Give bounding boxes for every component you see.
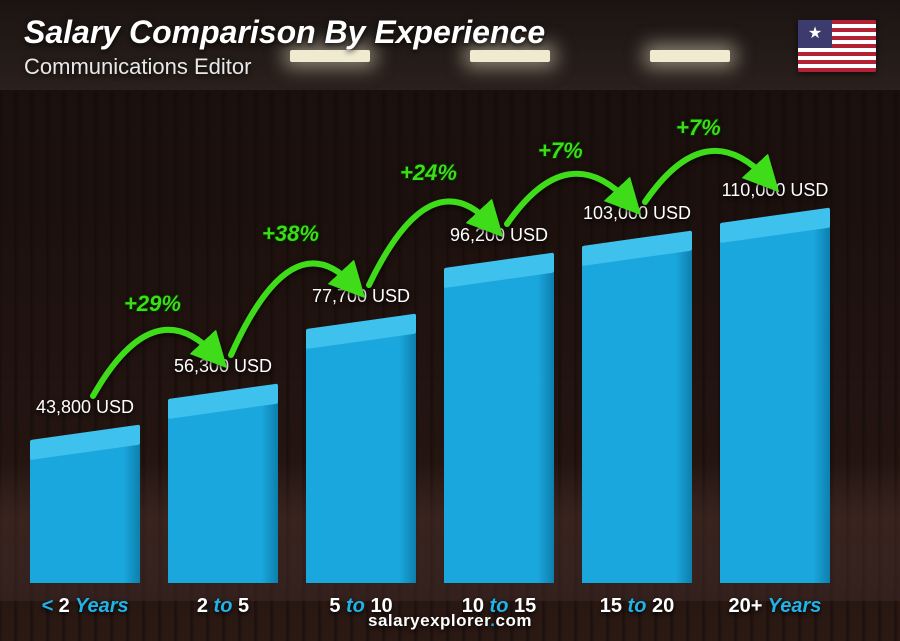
bar-top [720, 208, 830, 243]
bar-top [168, 384, 278, 419]
bar-value: 77,700 USD [281, 286, 441, 307]
growth-percent: +7% [676, 115, 721, 141]
bar [444, 268, 554, 583]
footer-brand: salaryexplorer.com [0, 611, 900, 631]
bar-value: 43,800 USD [5, 397, 165, 418]
bar-top [306, 314, 416, 349]
bar [30, 440, 140, 583]
growth-percent: +24% [400, 160, 457, 186]
chart-canvas: Salary Comparison By Experience Communic… [0, 0, 900, 641]
bar [306, 329, 416, 583]
growth-percent: +7% [538, 138, 583, 164]
bar [168, 399, 278, 583]
bar-value: 103,000 USD [557, 203, 717, 224]
footer-text: salaryexplorer [368, 611, 490, 630]
bar [720, 223, 830, 583]
growth-percent: +29% [124, 291, 181, 317]
footer-tld: com [496, 611, 532, 630]
bar-value: 56,300 USD [143, 356, 303, 377]
chart-title: Salary Comparison By Experience [24, 14, 545, 51]
chart-subtitle: Communications Editor [24, 54, 251, 80]
bar-top [444, 253, 554, 288]
growth-percent: +38% [262, 221, 319, 247]
bar-top [582, 231, 692, 266]
bar [582, 246, 692, 583]
flag-icon [798, 20, 876, 72]
bar-top [30, 425, 140, 460]
bar-chart: 43,800 USD< 2 Years56,300 USD2 to 577,70… [30, 83, 860, 583]
bar-value: 96,200 USD [419, 225, 579, 246]
bar-value: 110,000 USD [695, 180, 855, 201]
